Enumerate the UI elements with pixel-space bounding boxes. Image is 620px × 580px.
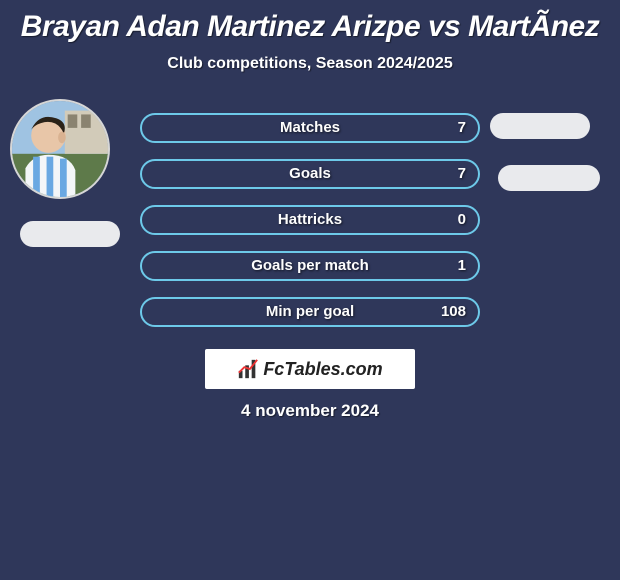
source-logo-text: FcTables.com — [263, 359, 382, 380]
stat-bar — [140, 251, 480, 281]
source-logo: FcTables.com — [205, 349, 415, 389]
bar-chart-icon — [237, 358, 259, 380]
stat-bar — [140, 297, 480, 327]
snapshot-date: 4 november 2024 — [0, 401, 620, 421]
stat-row-min-per-goal: Min per goal 108 — [140, 297, 480, 327]
stat-row-goals-per-match: Goals per match 1 — [140, 251, 480, 281]
player-left-avatar — [10, 99, 110, 199]
stat-bar — [140, 159, 480, 189]
comparison-title: Brayan Adan Martinez Arizpe vs MartÃ­nez — [0, 0, 620, 43]
player-right-name-placeholder-1 — [490, 113, 590, 139]
stat-row-goals: Goals 7 — [140, 159, 480, 189]
stat-bar — [140, 113, 480, 143]
stat-row-matches: Matches 7 — [140, 113, 480, 143]
player-left-name-placeholder — [20, 221, 120, 247]
stat-row-hattricks: Hattricks 0 — [140, 205, 480, 235]
stat-bar — [140, 205, 480, 235]
stats-bars: Matches 7 Goals 7 Hattricks 0 Goals per … — [140, 113, 480, 343]
player-right-name-placeholder-2 — [498, 165, 600, 191]
comparison-subtitle: Club competitions, Season 2024/2025 — [0, 55, 620, 73]
